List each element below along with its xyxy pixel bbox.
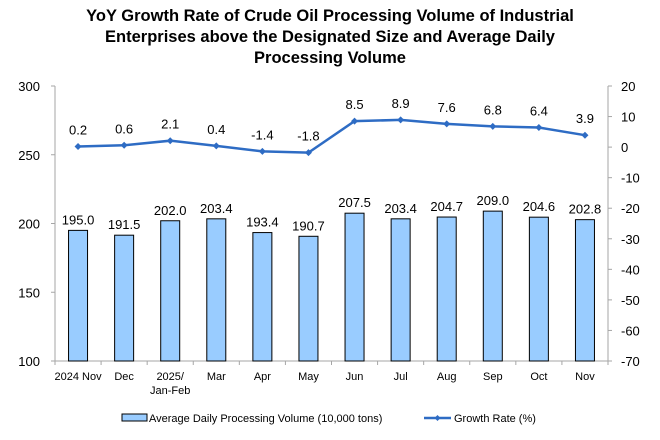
bar <box>252 232 273 362</box>
right-tick-label: -30 <box>621 232 640 247</box>
line-point <box>351 117 359 125</box>
x-tick-label: Jan-Feb <box>150 385 190 397</box>
legend: Average Daily Processing Volume (10,000 … <box>121 413 536 425</box>
line-data-label: 0.6 <box>115 121 133 136</box>
bar <box>574 219 595 362</box>
line-data-label: 8.5 <box>346 97 364 112</box>
left-tick-label: 300 <box>18 79 40 94</box>
legend-bar-swatch <box>121 413 148 422</box>
growth-line <box>78 118 586 154</box>
bar <box>160 220 181 362</box>
right-tick-label: -60 <box>621 323 640 338</box>
left-tick-label: 100 <box>18 354 40 369</box>
line-point <box>397 116 405 124</box>
x-tick-label: Dec <box>114 371 134 383</box>
line-data-label: 7.6 <box>438 100 456 115</box>
right-tick-label: -50 <box>621 293 640 308</box>
line-data-label: -1.8 <box>297 129 319 144</box>
right-tick-label: -10 <box>621 171 640 186</box>
bar-data-label: 202.8 <box>569 202 602 217</box>
line-data-label: 8.9 <box>392 96 410 111</box>
line-point <box>443 120 451 128</box>
bar-data-label: 203.4 <box>200 201 233 216</box>
title-line: YoY Growth Rate of Crude Oil Processing … <box>86 7 574 25</box>
line-data-label: 0.4 <box>207 122 225 137</box>
bar <box>114 234 135 362</box>
right-tick-label: 0 <box>621 140 628 155</box>
bar <box>68 229 89 362</box>
bar-data-label: 190.7 <box>292 218 325 233</box>
line-data-label: -1.4 <box>251 127 273 142</box>
line-point <box>212 142 220 150</box>
x-tick-label: Nov <box>575 371 595 383</box>
bar-series: 195.0 191.5 202.0 203.4 193.4 190.7 207.5 203.4… <box>62 193 602 362</box>
line-data-label: 3.9 <box>576 111 594 126</box>
line-point <box>74 143 82 150</box>
bar-data-label: 193.4 <box>246 215 279 230</box>
line-data-label: 2.1 <box>161 117 179 132</box>
left-tick-label: 150 <box>18 285 40 300</box>
x-tick-label: Oct <box>530 371 547 383</box>
title-line: Enterprises above the Designated Size an… <box>105 28 556 46</box>
bar-data-label: 202.0 <box>154 203 187 218</box>
x-tick-label: Jun <box>346 371 364 383</box>
bar <box>482 210 503 362</box>
bar-data-label: 204.7 <box>430 199 463 214</box>
x-tick-label: Sep <box>483 371 503 383</box>
line-point <box>166 137 174 145</box>
chart-title: YoY Growth Rate of Crude Oil Processing … <box>86 7 574 67</box>
x-tick-label: Aug <box>437 371 457 383</box>
bar-data-label: 204.6 <box>523 199 556 214</box>
right-tick-label: 10 <box>621 110 635 125</box>
left-tick-label: 200 <box>18 217 40 232</box>
bar <box>390 218 411 362</box>
bar-data-label: 195.0 <box>62 212 95 227</box>
legend-bar-label: Average Daily Processing Volume (10,000 … <box>149 413 382 425</box>
x-tick-label: May <box>298 371 319 383</box>
line-series: 0.2 0.6 2.1 0.4 -1.4 -1.8 8.5 8.9 7.6 6.8 6.4 3.9 <box>69 96 594 157</box>
bar <box>436 216 457 362</box>
line-data-label: 0.2 <box>69 123 87 138</box>
x-tick-label: 2025/ <box>156 371 184 383</box>
bar-data-label: 203.4 <box>384 201 417 216</box>
line-data-label: 6.4 <box>530 104 548 119</box>
line-point <box>489 122 497 130</box>
bar-data-label: 209.0 <box>477 193 510 208</box>
bar <box>298 235 319 362</box>
x-tick-label: Apr <box>254 371 271 383</box>
line-point <box>304 149 312 157</box>
right-tick-label: -70 <box>621 354 640 369</box>
right-tick-label: -40 <box>621 262 640 277</box>
bar-data-label: 191.5 <box>108 217 141 232</box>
axes: 100 150 200 250 300 -70 -60 -50 -40 -30 -20 -10 0 10 2… <box>18 79 640 397</box>
right-tick-label: -20 <box>621 201 640 216</box>
line-point <box>120 141 128 149</box>
legend-line-label: Growth Rate (%) <box>454 413 536 425</box>
line-point <box>581 131 589 139</box>
legend-line-marker <box>434 415 441 421</box>
left-tick-label: 250 <box>18 148 40 163</box>
title-line: Processing Volume <box>254 49 406 67</box>
bar <box>344 212 365 362</box>
line-point <box>258 147 266 155</box>
x-tick-label: Jul <box>394 371 408 383</box>
bar-data-label: 207.5 <box>338 195 371 210</box>
right-tick-label: 20 <box>621 79 635 94</box>
line-point <box>535 124 543 132</box>
x-tick-label: Mar <box>207 371 226 383</box>
line-data-label: 6.8 <box>484 102 502 117</box>
x-tick-label: 2024 Nov <box>54 371 102 383</box>
bar <box>206 218 227 362</box>
bar <box>528 216 549 362</box>
